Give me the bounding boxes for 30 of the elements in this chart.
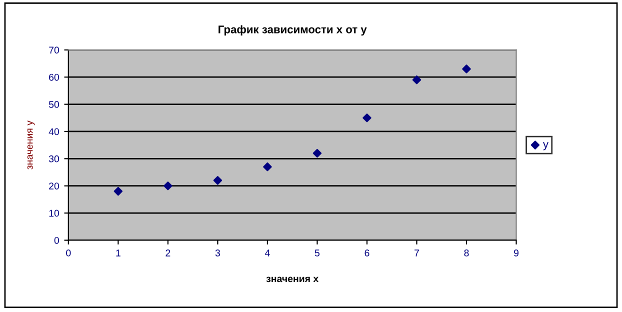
x-tick-label: 5 [314,250,320,256]
x-tick-label: 0 [66,250,71,256]
chart-title: График зависимости x от y [218,25,367,36]
y-tick-label: 0 [54,236,60,244]
x-tick-label: 8 [464,250,469,256]
y-tick-label: 10 [49,210,60,217]
x-tick-label: 6 [364,250,370,256]
y-tick-label: 20 [49,182,60,190]
point [412,75,422,84]
x-tick-label: 4 [264,250,270,256]
x-tick-label: 3 [215,250,220,256]
x-tick-label: 1 [116,250,120,256]
y-tick-label: 70 [49,46,60,54]
point [263,162,272,172]
y-tick-label: 30 [48,155,60,162]
point [362,114,372,122]
x-tick-label: 9 [514,250,519,256]
point [312,148,322,158]
point [462,64,471,74]
legend-label: y [542,142,548,150]
x-axis-title: значения x [266,276,319,282]
x-tick-label: 7 [414,250,419,256]
y-tick-label: 50 [48,101,60,108]
y-axis-title: значения y [27,120,35,170]
point [164,181,172,190]
y-tick-label: 40 [48,128,60,136]
point [114,186,123,196]
point [213,176,222,185]
y-tick-label: 60 [49,74,60,81]
x-tick-label: 2 [166,250,170,256]
